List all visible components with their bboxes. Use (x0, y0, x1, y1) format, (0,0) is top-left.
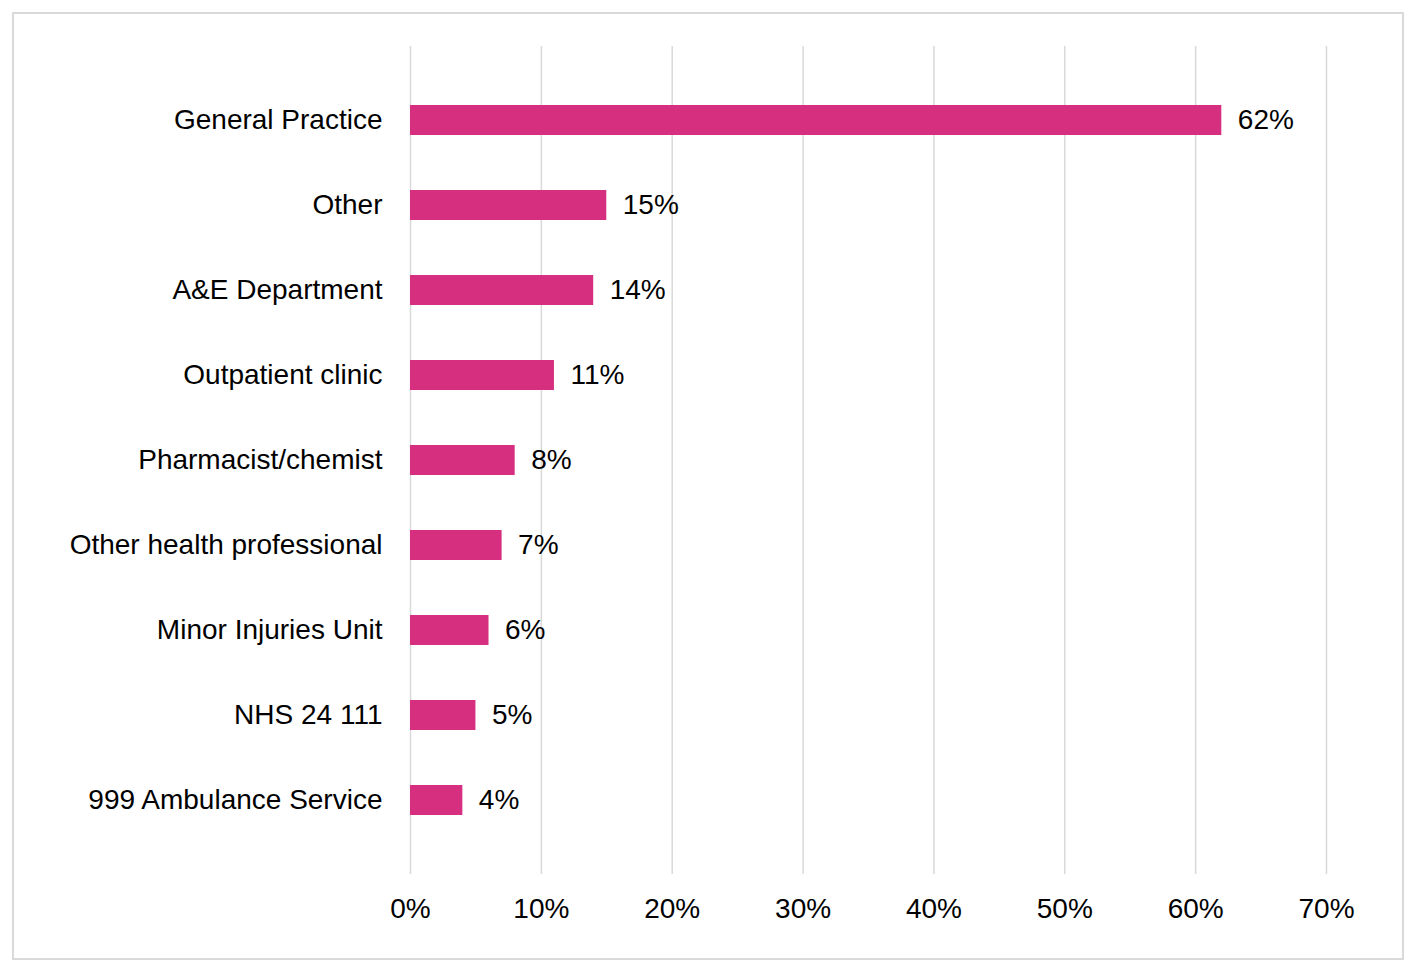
svg-text:60%: 60% (1168, 893, 1224, 924)
svg-text:A&E Department: A&E Department (172, 274, 382, 305)
svg-text:Outpatient clinic: Outpatient clinic (183, 359, 382, 390)
svg-text:62%: 62% (1238, 104, 1294, 135)
svg-text:8%: 8% (531, 444, 571, 475)
svg-text:999 Ambulance Service: 999 Ambulance Service (88, 784, 382, 815)
svg-text:Pharmacist/chemist: Pharmacist/chemist (138, 444, 383, 475)
svg-text:14%: 14% (610, 274, 666, 305)
svg-text:10%: 10% (513, 893, 569, 924)
svg-text:Other: Other (312, 189, 382, 220)
svg-text:5%: 5% (492, 699, 532, 730)
svg-text:40%: 40% (906, 893, 962, 924)
svg-text:30%: 30% (775, 893, 831, 924)
svg-text:General Practice: General Practice (174, 104, 383, 135)
svg-text:4%: 4% (479, 784, 519, 815)
svg-text:70%: 70% (1298, 893, 1354, 924)
svg-text:0%: 0% (390, 893, 430, 924)
svg-text:7%: 7% (518, 529, 558, 560)
svg-text:20%: 20% (644, 893, 700, 924)
svg-text:11%: 11% (570, 359, 624, 390)
svg-text:15%: 15% (623, 189, 679, 220)
svg-text:NHS 24 111: NHS 24 111 (234, 699, 382, 730)
svg-text:50%: 50% (1037, 893, 1093, 924)
svg-text:6%: 6% (505, 614, 545, 645)
svg-text:Other health professional: Other health professional (70, 529, 383, 560)
svg-text:Minor Injuries Unit: Minor Injuries Unit (157, 614, 383, 645)
